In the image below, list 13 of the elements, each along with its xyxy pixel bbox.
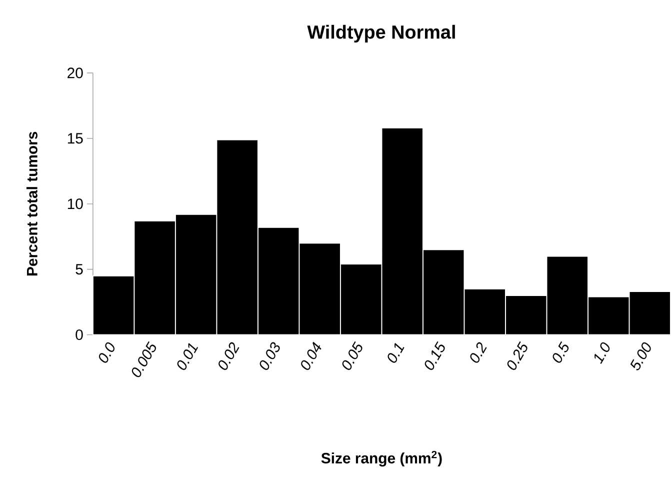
x-tick-label: 0.0 [98, 342, 114, 363]
y-tick-label: 5 [76, 264, 83, 275]
y-tick-label: 15 [68, 133, 83, 144]
x-tick-label: 1.0 [594, 342, 610, 364]
x-axis-title: Size range (mm$^{2}$) [321, 451, 442, 467]
y-axis-title: Percent total tumors [26, 132, 38, 276]
x-tick-label: 0.2 [470, 342, 487, 363]
chart-title: Wildtype Normal [307, 25, 455, 43]
x-tick-label: 0.5 [552, 341, 569, 363]
y-tick-label: 0 [76, 330, 83, 340]
y-tick-label: 20 [68, 68, 83, 78]
y-tick-label: 10 [68, 198, 83, 210]
x-tick-label: 0.1 [388, 343, 404, 363]
